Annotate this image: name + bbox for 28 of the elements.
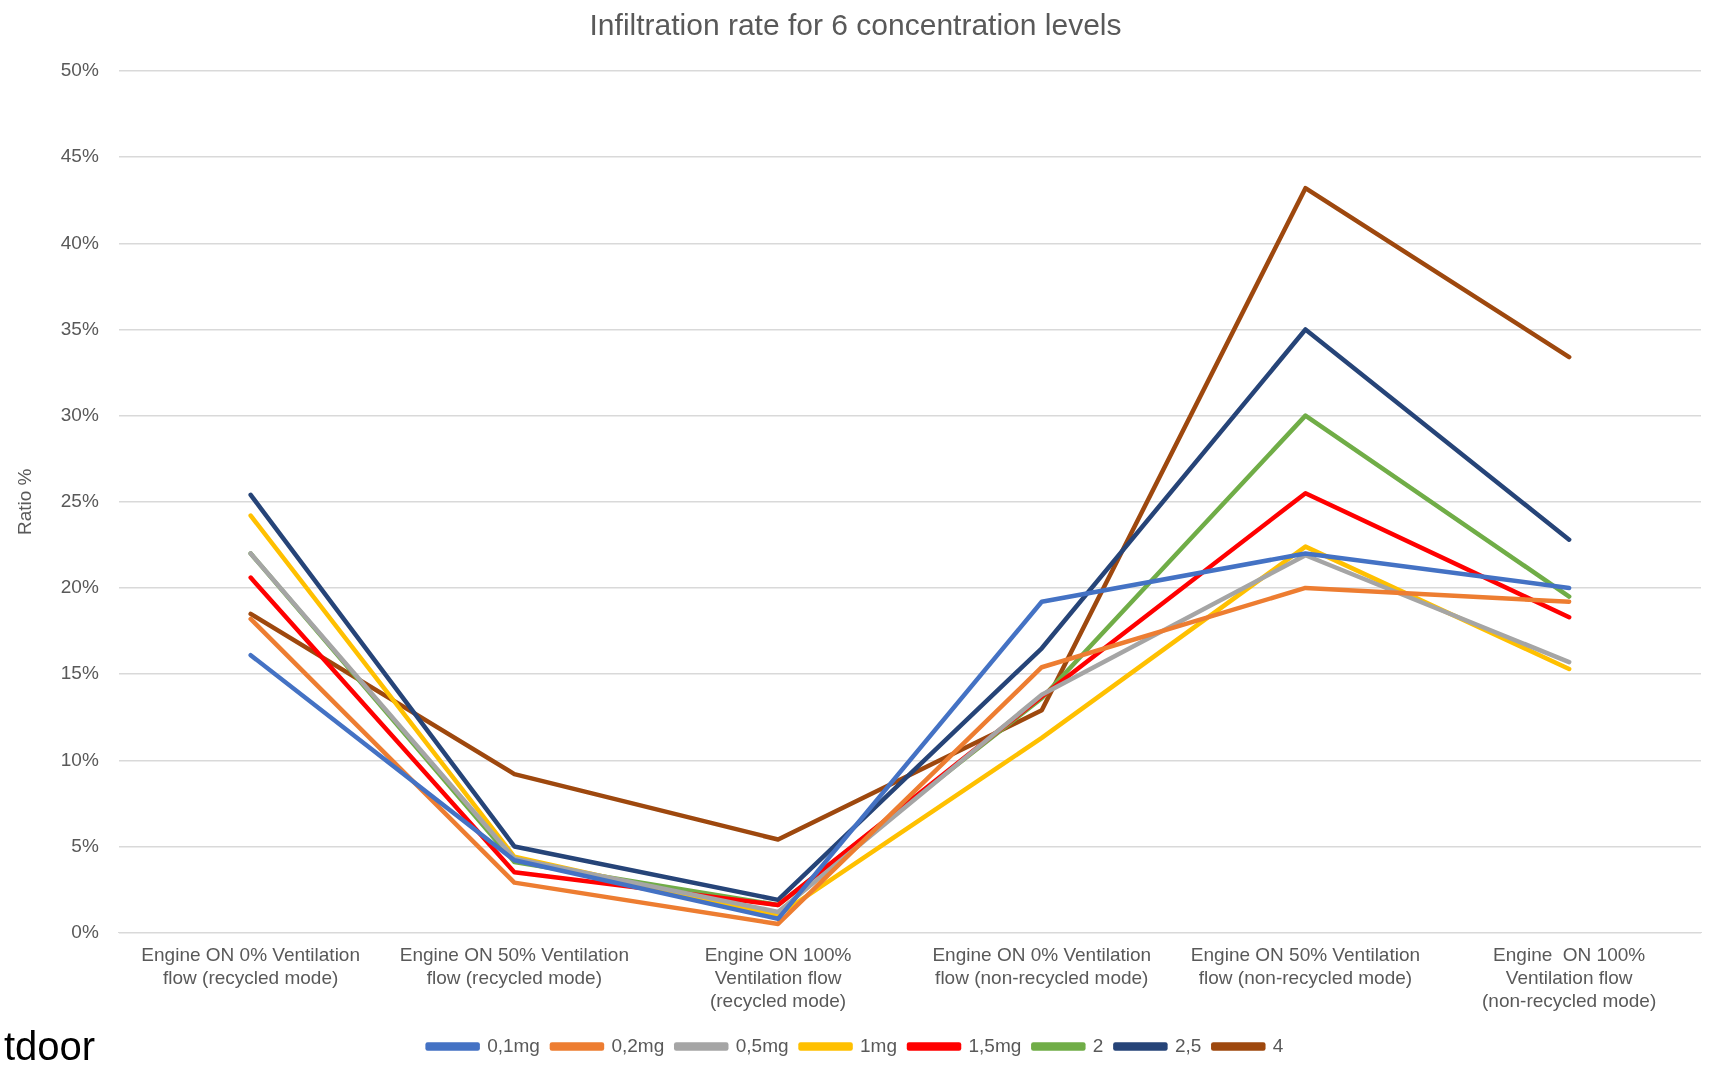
y-axis-title: Ratio %	[13, 468, 35, 536]
x-tick-label: Engine ON 50% Ventilation flow (non-recycled mode)	[1190, 944, 1421, 989]
legend-label: 0,2mg	[611, 1034, 665, 1056]
legend-label: 4	[1272, 1034, 1284, 1056]
text: tdoor	[4, 1024, 96, 1069]
y-tick-label: 30%	[60, 403, 99, 425]
x-tick-label: Engine ON 0% Ventilation flow (non-recycled mode)	[932, 944, 1152, 989]
legend-label: 0,1mg	[487, 1034, 540, 1056]
chart-title: Infiltration rate for 6 concentration levels	[589, 8, 1122, 42]
y-tick-label: 10%	[60, 748, 99, 770]
y-tick-label: 40%	[60, 231, 99, 253]
y-tick-label: 25%	[60, 490, 99, 512]
x-tick-label: Engine ON 100% Ventilation flow (recycled mode)	[704, 944, 852, 1011]
x-tick-label: Engine ON 100% Ventilation flow (non-recycled mode)	[1482, 944, 1657, 1011]
x-tick-label: Engine ON 0% Ventilation flow (recycled mode)	[141, 944, 360, 989]
y-tick-label: 35%	[60, 317, 99, 339]
y-tick-label: 5%	[71, 834, 99, 856]
y-tick-label: 45%	[60, 145, 99, 167]
y-tick-label: 20%	[60, 576, 99, 598]
legend-label: 0,5mg	[735, 1034, 789, 1056]
x-tick-label: Engine ON 50% Ventilation flow (recycled mode)	[399, 944, 629, 989]
y-tick-label: 15%	[60, 662, 99, 684]
legend-label: 2,5	[1174, 1034, 1202, 1056]
legend-label: 1mg	[860, 1034, 898, 1056]
legend-label: 2	[1092, 1034, 1104, 1056]
y-tick-label: 0%	[71, 920, 99, 942]
y-tick-label: 50%	[60, 59, 99, 81]
legend-label: 1,5mg	[968, 1034, 1022, 1056]
